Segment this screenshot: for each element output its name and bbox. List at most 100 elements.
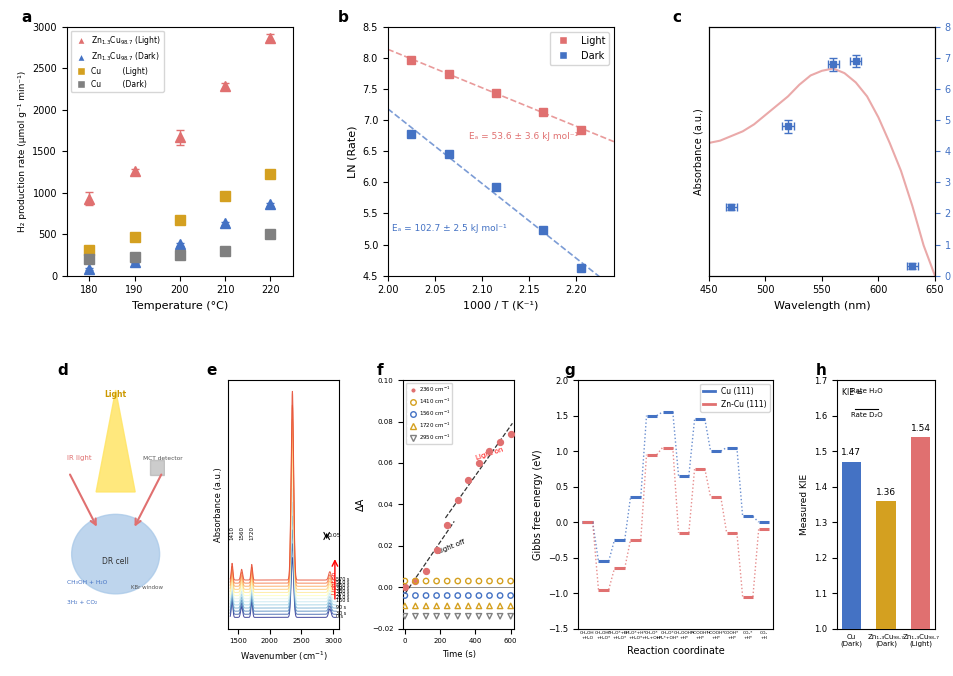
Text: a: a	[22, 10, 31, 25]
Y-axis label: ΔA: ΔA	[356, 498, 366, 511]
Text: 1.36: 1.36	[875, 487, 895, 497]
Point	[450, 576, 465, 587]
Point	[471, 590, 486, 601]
Point	[481, 590, 497, 601]
Point	[460, 590, 476, 601]
Text: 0 s: 0 s	[335, 614, 343, 619]
Text: 1.54: 1.54	[910, 424, 930, 433]
Point	[450, 611, 465, 622]
Legend: Cu (111), Zn-Cu (111): Cu (111), Zn-Cu (111)	[700, 384, 769, 412]
Point	[460, 611, 476, 622]
Text: KBr window: KBr window	[131, 585, 163, 590]
Text: 1.47: 1.47	[841, 448, 861, 458]
Point	[471, 600, 486, 611]
Point	[492, 576, 507, 587]
Point	[396, 576, 412, 587]
Point	[429, 590, 444, 601]
Ellipse shape	[71, 514, 159, 594]
Point	[471, 576, 486, 587]
Point	[481, 445, 497, 456]
Y-axis label: Measured KIE: Measured KIE	[799, 474, 808, 535]
Y-axis label: Absorbance (a.u.): Absorbance (a.u.)	[693, 108, 702, 195]
Text: 510 s: 510 s	[335, 580, 349, 585]
Text: Light on: Light on	[332, 571, 337, 594]
Polygon shape	[96, 390, 135, 492]
Point	[502, 576, 517, 587]
Point	[481, 576, 497, 587]
Bar	[910, 437, 929, 629]
Text: Rate D₂O: Rate D₂O	[850, 412, 882, 418]
Text: 1560: 1560	[239, 525, 244, 539]
Point	[502, 429, 517, 439]
Text: Light: Light	[105, 391, 127, 400]
Point	[418, 600, 434, 611]
Text: 210 s: 210 s	[335, 596, 349, 600]
Point	[418, 611, 434, 622]
Text: 450 s: 450 s	[335, 583, 349, 588]
Bar	[150, 460, 163, 475]
Point	[492, 611, 507, 622]
Text: g: g	[563, 363, 575, 378]
Point	[471, 611, 486, 622]
Point	[492, 590, 507, 601]
Point	[418, 576, 434, 587]
Text: 0.05: 0.05	[327, 533, 341, 539]
Point	[439, 576, 455, 587]
Point	[450, 600, 465, 611]
Point	[439, 590, 455, 601]
Text: KIE =: KIE =	[841, 387, 862, 397]
X-axis label: Wavelength (nm): Wavelength (nm)	[773, 301, 869, 311]
Point	[429, 600, 444, 611]
Point	[407, 576, 422, 587]
Text: 1410: 1410	[230, 525, 234, 539]
Point	[396, 582, 412, 593]
Text: IR light: IR light	[67, 455, 91, 460]
Text: Light off: Light off	[436, 539, 465, 555]
Point	[460, 600, 476, 611]
Point	[396, 600, 412, 611]
Text: d: d	[57, 363, 68, 378]
Point	[492, 600, 507, 611]
Text: c: c	[672, 10, 681, 25]
Point	[407, 600, 422, 611]
Text: Eₐ = 53.6 ± 3.6 kJ mol⁻¹: Eₐ = 53.6 ± 3.6 kJ mol⁻¹	[469, 132, 578, 141]
Point	[418, 565, 434, 576]
Y-axis label: Absorbance (a.u.): Absorbance (a.u.)	[213, 467, 222, 541]
Text: Eₐ = 102.7 ± 2.5 kJ mol⁻¹: Eₐ = 102.7 ± 2.5 kJ mol⁻¹	[392, 224, 506, 233]
Text: b: b	[337, 10, 349, 25]
Point	[439, 611, 455, 622]
Text: 570 s: 570 s	[335, 577, 349, 581]
Point	[481, 611, 497, 622]
Point	[429, 576, 444, 587]
Point	[502, 590, 517, 601]
Bar	[876, 501, 895, 629]
Legend: Light, Dark: Light, Dark	[549, 32, 608, 64]
X-axis label: Wavenumber (cm$^{-1}$): Wavenumber (cm$^{-1}$)	[239, 650, 328, 663]
Point	[460, 576, 476, 587]
Text: h: h	[815, 363, 825, 378]
Text: DR cell: DR cell	[102, 557, 129, 566]
Point	[502, 611, 517, 622]
X-axis label: Time (s): Time (s)	[441, 650, 476, 659]
Text: MCT detector: MCT detector	[143, 456, 182, 460]
Text: 150 s: 150 s	[335, 598, 349, 604]
Point	[460, 474, 476, 485]
Point	[450, 495, 465, 506]
Text: 90 s: 90 s	[335, 604, 346, 610]
X-axis label: 1000 / T (K⁻¹): 1000 / T (K⁻¹)	[462, 301, 538, 311]
Point	[418, 590, 434, 601]
Y-axis label: H₂ production rate (μmol g⁻¹ min⁻¹): H₂ production rate (μmol g⁻¹ min⁻¹)	[18, 71, 27, 232]
Point	[481, 600, 497, 611]
Bar	[841, 462, 860, 629]
Point	[429, 545, 444, 556]
Text: 390 s: 390 s	[335, 586, 349, 591]
Text: 3H₂ + CO₂: 3H₂ + CO₂	[67, 600, 97, 605]
Text: CH₃OH + H₂O: CH₃OH + H₂O	[67, 580, 107, 585]
Point	[407, 611, 422, 622]
Text: 30 s: 30 s	[335, 611, 346, 616]
Point	[471, 458, 486, 468]
Point	[396, 611, 412, 622]
Text: 1720: 1720	[249, 525, 254, 539]
Point	[439, 520, 455, 531]
X-axis label: Reaction coordinate: Reaction coordinate	[626, 646, 723, 656]
